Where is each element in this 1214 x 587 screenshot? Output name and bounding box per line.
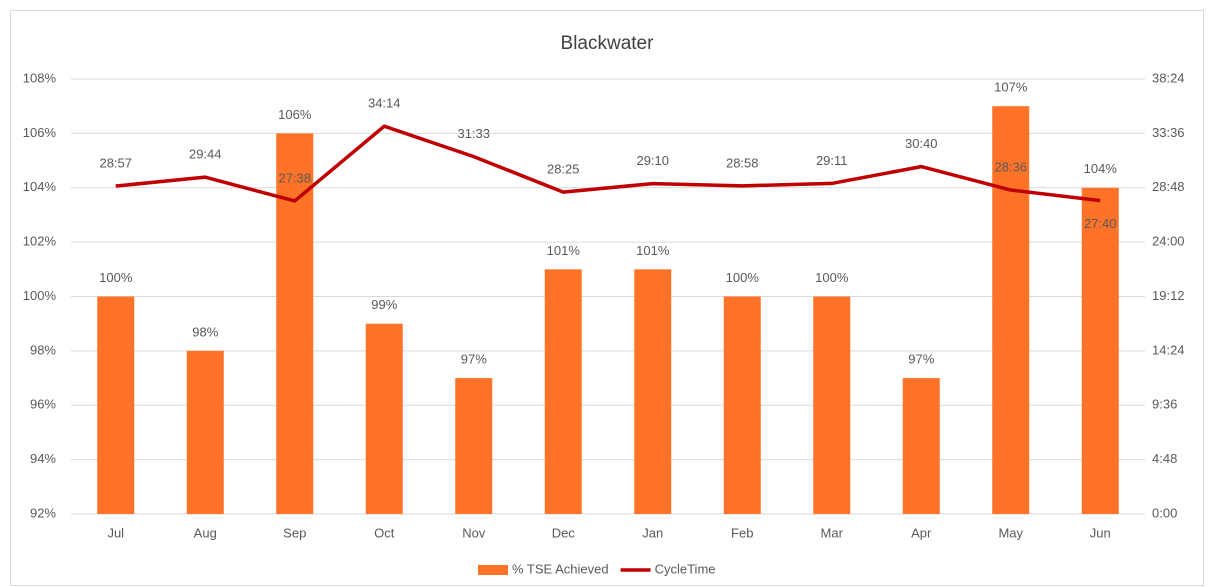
bar-value-label: 101% xyxy=(547,243,581,258)
line-value-label: 27:38 xyxy=(278,170,311,185)
y2-tick-label: 28:48 xyxy=(1152,179,1185,194)
y2-tick-label: 0:00 xyxy=(1152,505,1177,520)
legend-label: CycleTime xyxy=(655,561,716,576)
bar-value-label: 100% xyxy=(815,270,849,285)
y-tick-label: 98% xyxy=(30,342,56,357)
y2-tick-label: 4:48 xyxy=(1152,451,1177,466)
y2-tick-label: 14:24 xyxy=(1152,342,1185,357)
bar xyxy=(992,106,1030,514)
bar xyxy=(365,323,403,514)
y2-tick-label: 24:00 xyxy=(1152,234,1185,249)
bar-value-label: 100% xyxy=(99,270,133,285)
line-value-label: 29:11 xyxy=(816,153,848,168)
x-tick-label: Dec xyxy=(552,525,576,540)
y-tick-label: 92% xyxy=(30,505,56,520)
x-tick-label: Jan xyxy=(642,525,663,540)
x-tick-label: Nov xyxy=(462,525,486,540)
bar-value-label: 107% xyxy=(994,80,1028,95)
bar-value-label: 100% xyxy=(726,270,760,285)
line xyxy=(115,124,1101,203)
line-value-label: 28:58 xyxy=(726,155,759,170)
y-tick-label: 106% xyxy=(23,125,57,140)
line-value-label: 31:33 xyxy=(457,126,490,141)
x-tick-label: May xyxy=(998,525,1023,540)
legend-swatch xyxy=(478,565,508,575)
bar xyxy=(186,350,224,514)
line-value-label: 28:36 xyxy=(994,159,1027,174)
y-tick-label: 100% xyxy=(23,288,57,303)
y-tick-label: 104% xyxy=(23,179,57,194)
x-tick-label: Sep xyxy=(283,525,306,540)
y2-tick-label: 19:12 xyxy=(1152,288,1185,303)
line-value-label: 28:25 xyxy=(547,162,580,177)
bar-value-label: 97% xyxy=(461,352,487,367)
y-tick-label: 108% xyxy=(23,70,57,85)
bar-value-label: 98% xyxy=(192,324,218,339)
bar-value-label: 104% xyxy=(1084,161,1118,176)
x-tick-label: Apr xyxy=(911,525,932,540)
y-tick-label: 94% xyxy=(30,451,56,466)
line-value-label: 30:40 xyxy=(905,136,938,151)
x-tick-label: Feb xyxy=(731,525,753,540)
bar xyxy=(544,269,582,514)
bar xyxy=(455,378,493,514)
y2-tick-label: 38:24 xyxy=(1152,70,1185,85)
bar-value-label: 99% xyxy=(371,297,397,312)
bar xyxy=(723,296,761,514)
x-tick-label: Aug xyxy=(194,525,217,540)
bar xyxy=(1081,187,1119,514)
bar xyxy=(97,296,135,514)
x-tick-label: Jul xyxy=(107,525,124,540)
bar-value-label: 101% xyxy=(636,243,670,258)
bar-value-label: 106% xyxy=(278,107,312,122)
bar xyxy=(634,269,672,514)
bar xyxy=(813,296,851,514)
bar-value-label: 97% xyxy=(908,352,934,367)
line-value-label: 29:10 xyxy=(636,153,669,168)
chart-title: Blackwater xyxy=(561,33,655,54)
y2-tick-label: 33:36 xyxy=(1152,125,1185,140)
line-value-label: 27:40 xyxy=(1084,216,1117,231)
bar xyxy=(902,378,940,514)
y-tick-label: 102% xyxy=(23,234,57,249)
line-value-label: 28:57 xyxy=(99,155,132,170)
legend-label: % TSE Achieved xyxy=(512,561,609,576)
x-tick-label: Jun xyxy=(1090,525,1111,540)
x-tick-label: Mar xyxy=(821,525,844,540)
line-value-label: 34:14 xyxy=(368,96,401,111)
line-value-label: 29:44 xyxy=(189,147,222,162)
x-tick-label: Oct xyxy=(374,525,395,540)
y-tick-label: 96% xyxy=(30,397,56,412)
y2-tick-label: 9:36 xyxy=(1152,397,1177,412)
